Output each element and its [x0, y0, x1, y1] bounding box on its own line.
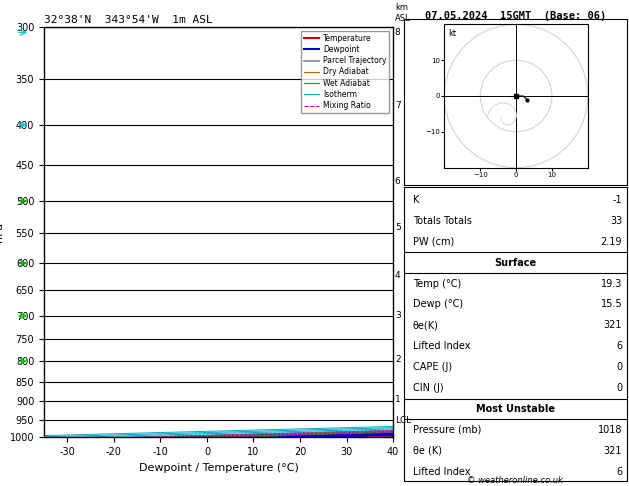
- Text: 7: 7: [395, 101, 401, 110]
- Text: Surface: Surface: [494, 258, 536, 268]
- Text: 33: 33: [610, 216, 622, 226]
- Text: CAPE (J): CAPE (J): [413, 362, 452, 372]
- Bar: [404, 19, 626, 185]
- Text: LCL: LCL: [395, 416, 411, 425]
- Text: © weatheronline.co.uk: © weatheronline.co.uk: [467, 476, 563, 485]
- Text: 1: 1: [395, 395, 401, 404]
- Text: CIN (J): CIN (J): [413, 383, 443, 393]
- Text: 6: 6: [616, 467, 622, 477]
- Text: θe(K): θe(K): [413, 320, 438, 330]
- Text: 3: 3: [395, 311, 401, 320]
- Y-axis label: hPa: hPa: [0, 222, 4, 242]
- Text: 4: 4: [395, 271, 401, 280]
- Text: 5: 5: [395, 223, 401, 232]
- Text: 0: 0: [616, 383, 622, 393]
- Text: Pressure (mb): Pressure (mb): [413, 425, 481, 435]
- Text: Most Unstable: Most Unstable: [476, 404, 555, 414]
- Text: 321: 321: [604, 446, 622, 456]
- Text: 07.05.2024  15GMT  (Base: 06): 07.05.2024 15GMT (Base: 06): [425, 11, 606, 21]
- Text: θe (K): θe (K): [413, 446, 442, 456]
- Text: Totals Totals: Totals Totals: [413, 216, 472, 226]
- Text: Temp (°C): Temp (°C): [413, 278, 461, 289]
- Text: 2: 2: [395, 355, 401, 364]
- Text: 6: 6: [395, 177, 401, 186]
- Text: 15.5: 15.5: [601, 299, 622, 310]
- Bar: [404, 187, 626, 481]
- Text: Lifted Index: Lifted Index: [413, 341, 470, 351]
- Text: kt: kt: [448, 29, 457, 37]
- Text: K: K: [413, 195, 419, 205]
- Legend: Temperature, Dewpoint, Parcel Trajectory, Dry Adiabat, Wet Adiabat, Isotherm, Mi: Temperature, Dewpoint, Parcel Trajectory…: [301, 31, 389, 113]
- Text: km
ASL: km ASL: [395, 3, 411, 23]
- Text: 321: 321: [604, 320, 622, 330]
- Text: Dewp (°C): Dewp (°C): [413, 299, 463, 310]
- Text: 8: 8: [395, 28, 401, 37]
- X-axis label: Dewpoint / Temperature (°C): Dewpoint / Temperature (°C): [138, 463, 299, 473]
- Text: 32°38'N  343°54'W  1m ASL: 32°38'N 343°54'W 1m ASL: [44, 15, 213, 25]
- Text: 6: 6: [616, 341, 622, 351]
- Text: 19.3: 19.3: [601, 278, 622, 289]
- Text: 0: 0: [616, 362, 622, 372]
- Text: 1018: 1018: [598, 425, 622, 435]
- Text: -1: -1: [613, 195, 622, 205]
- Text: 2.19: 2.19: [601, 237, 622, 247]
- Text: PW (cm): PW (cm): [413, 237, 454, 247]
- Text: Lifted Index: Lifted Index: [413, 467, 470, 477]
